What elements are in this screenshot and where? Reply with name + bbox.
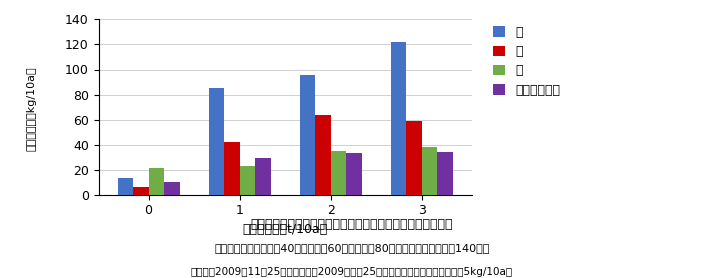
Text: 乾物生産量（kg/10a）: 乾物生産量（kg/10a） <box>27 66 37 151</box>
Bar <box>208 88 224 195</box>
Bar <box>239 166 255 195</box>
Bar <box>422 147 437 195</box>
Bar <box>331 151 346 195</box>
Bar <box>164 182 180 195</box>
Bar <box>437 152 453 195</box>
Bar <box>315 115 331 195</box>
Bar <box>224 142 239 195</box>
Bar <box>300 75 315 195</box>
Text: 調査日：2009年11月25日（播種日：2009年９月25日；品種ヒタチヒカリ；播種量5kg/10a）: 調査日：2009年11月25日（播種日：2009年９月25日；品種ヒタチヒカリ；… <box>191 267 513 277</box>
Bar <box>118 178 133 195</box>
Bar <box>149 168 164 195</box>
Bar <box>133 187 149 195</box>
Bar <box>346 153 362 195</box>
Text: 図２．初期乾物生産量に対する堆肥散布と播種前草高の効果: 図２．初期乾物生産量に対する堆肥散布と播種前草高の効果 <box>251 218 453 231</box>
Bar <box>255 158 270 195</box>
Legend: 低, 中, 高, 刈り取り無し: 低, 中, 高, 刈り取り無し <box>489 22 564 100</box>
Bar <box>391 42 406 195</box>
Bar <box>406 121 422 195</box>
X-axis label: 堆肥施用量（t/10a）: 堆肥施用量（t/10a） <box>242 223 328 236</box>
Text: 播種前草高：低（平均40㎜）・中（60㎜）・高（80㎜）・刈り取り無し（140㎜）: 播種前草高：低（平均40㎜）・中（60㎜）・高（80㎜）・刈り取り無し（140㎜… <box>214 243 490 253</box>
